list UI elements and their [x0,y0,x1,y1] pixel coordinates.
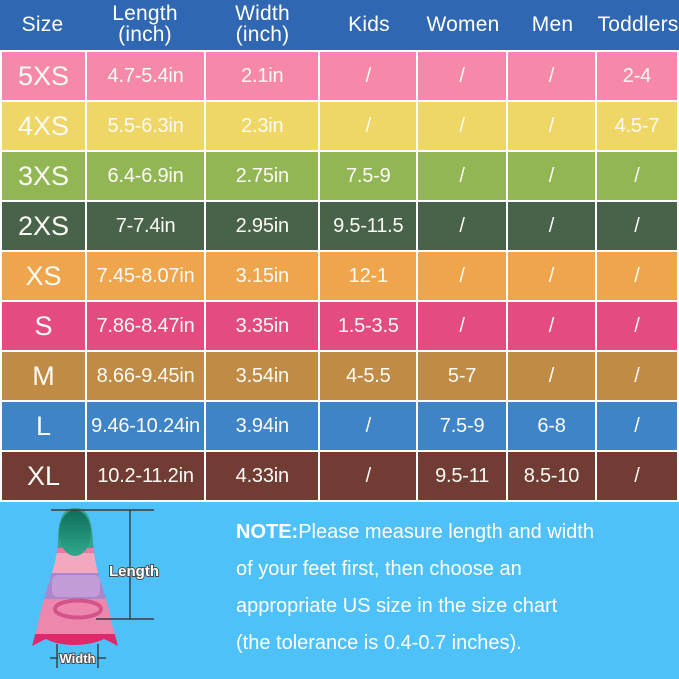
cell-length: 5.5-6.3in [86,102,205,150]
cell-kids: 12-1 [320,252,417,300]
cell-size: S [2,302,85,350]
cell-size: L [2,402,85,450]
cell-toddlers: / [596,452,677,500]
cell-length: 7-7.4in [86,202,205,250]
cell-women: / [418,252,507,300]
table-row: S 7.86-8.47in 3.35in 1.5-3.5 / / / [2,302,677,350]
cell-kids: / [320,52,417,100]
cell-size: 5XS [2,52,85,100]
fin-toe-opening [59,510,91,556]
fin-foot-ring [53,598,103,620]
width-dimension-lines [50,644,106,668]
table-row: XL 10.2-11.2in 4.33in / 9.5-11 8.5-10 / [2,452,677,500]
cell-kids: / [320,452,417,500]
cell-length: 8.66-9.45in [86,352,205,400]
cell-women: / [418,52,507,100]
width-label: Width [60,651,96,666]
note-line-4: (the tolerance is 0.4-0.7 inches). [236,632,522,654]
fin-measurement-diagram: Length Width [32,508,160,668]
cell-men: / [508,202,595,250]
note-text: NOTE:Please measure length and width of … [236,514,666,662]
cell-women: 9.5-11 [418,452,507,500]
cell-width: 3.35in [206,302,319,350]
cell-size: XL [2,452,85,500]
cell-toddlers: 4.5-7 [596,102,677,150]
cell-width: 2.75in [206,152,319,200]
cell-length: 10.2-11.2in [86,452,205,500]
cell-toddlers: / [596,252,677,300]
header-men: Men [531,12,574,36]
table-row: 5XS 4.7-5.4in 2.1in / / / 2-4 [2,52,677,100]
cell-size: 2XS [2,202,85,250]
cell-men: / [508,152,595,200]
table-body: 5XS 4.7-5.4in 2.1in / / / 2-4 4XS 5.5-6.… [0,50,679,502]
cell-men: / [508,252,595,300]
cell-toddlers: 2-4 [596,52,677,100]
cell-toddlers: / [596,352,677,400]
cell-width: 4.33in [206,452,319,500]
cell-women: 5-7 [418,352,507,400]
cell-size: M [2,352,85,400]
note-label: NOTE: [236,521,299,543]
cell-toddlers: / [596,202,677,250]
cell-size: XS [2,252,85,300]
cell-men: / [508,352,595,400]
cell-men: / [508,302,595,350]
cell-kids: 4-5.5 [320,352,417,400]
cell-width: 3.54in [206,352,319,400]
cell-width: 2.3in [206,102,319,150]
note-line-3: appropriate US size in the size chart [236,595,558,617]
header-toddlers: Toddlers [597,12,679,36]
cell-women: / [418,152,507,200]
length-dimension-lines [51,509,154,620]
cell-women: 7.5-9 [418,402,507,450]
cell-kids: 9.5-11.5 [320,202,417,250]
cell-toddlers: / [596,152,677,200]
cell-width: 2.1in [206,52,319,100]
table-row: 3XS 6.4-6.9in 2.75in 7.5-9 / / / [2,152,677,200]
footer-note-section: Length Width NOTE:Please measure length … [0,502,679,679]
cell-kids: / [320,102,417,150]
cell-width: 3.15in [206,252,319,300]
table-row: 2XS 7-7.4in 2.95in 9.5-11.5 / / / [2,202,677,250]
cell-width: 2.95in [206,202,319,250]
fin-body [32,508,118,646]
cell-kids: 7.5-9 [320,152,417,200]
cell-women: / [418,102,507,150]
cell-length: 9.46-10.24in [86,402,205,450]
table-row: M 8.66-9.45in 3.54in 4-5.5 5-7 / / [2,352,677,400]
cell-length: 7.45-8.07in [86,252,205,300]
table-row: XS 7.45-8.07in 3.15in 12-1 / / / [2,252,677,300]
header-women: Women [426,12,500,36]
cell-men: 6-8 [508,402,595,450]
header-size: Size [21,12,64,36]
cell-men: 8.5-10 [508,452,595,500]
cell-length: 6.4-6.9in [86,152,205,200]
cell-size: 4XS [2,102,85,150]
fin-band-purple-highlight [52,575,100,597]
cell-men: / [508,102,595,150]
cell-men: / [508,52,595,100]
note-line-2: of your feet first, then choose an [236,558,522,580]
header-kids: Kids [348,12,390,36]
cell-women: / [418,302,507,350]
note-line-1: NOTE:Please measure length and width [236,521,594,543]
table-row: 4XS 5.5-6.3in 2.3in / / / 4.5-7 [2,102,677,150]
size-chart-table: Size Length (inch) Width (inch) Kids Wom… [0,0,679,502]
cell-women: / [418,202,507,250]
header-length: Length (inch) [112,2,178,46]
header-width: Width (inch) [235,2,290,46]
cell-toddlers: / [596,402,677,450]
cell-size: 3XS [2,152,85,200]
cell-kids: 1.5-3.5 [320,302,417,350]
cell-toddlers: / [596,302,677,350]
cell-length: 4.7-5.4in [86,52,205,100]
length-label: Length [109,563,159,580]
table-row: L 9.46-10.24in 3.94in / 7.5-9 6-8 / [2,402,677,450]
cell-kids: / [320,402,417,450]
cell-width: 3.94in [206,402,319,450]
table-header-row: Size Length (inch) Width (inch) Kids Wom… [0,0,679,50]
cell-length: 7.86-8.47in [86,302,205,350]
